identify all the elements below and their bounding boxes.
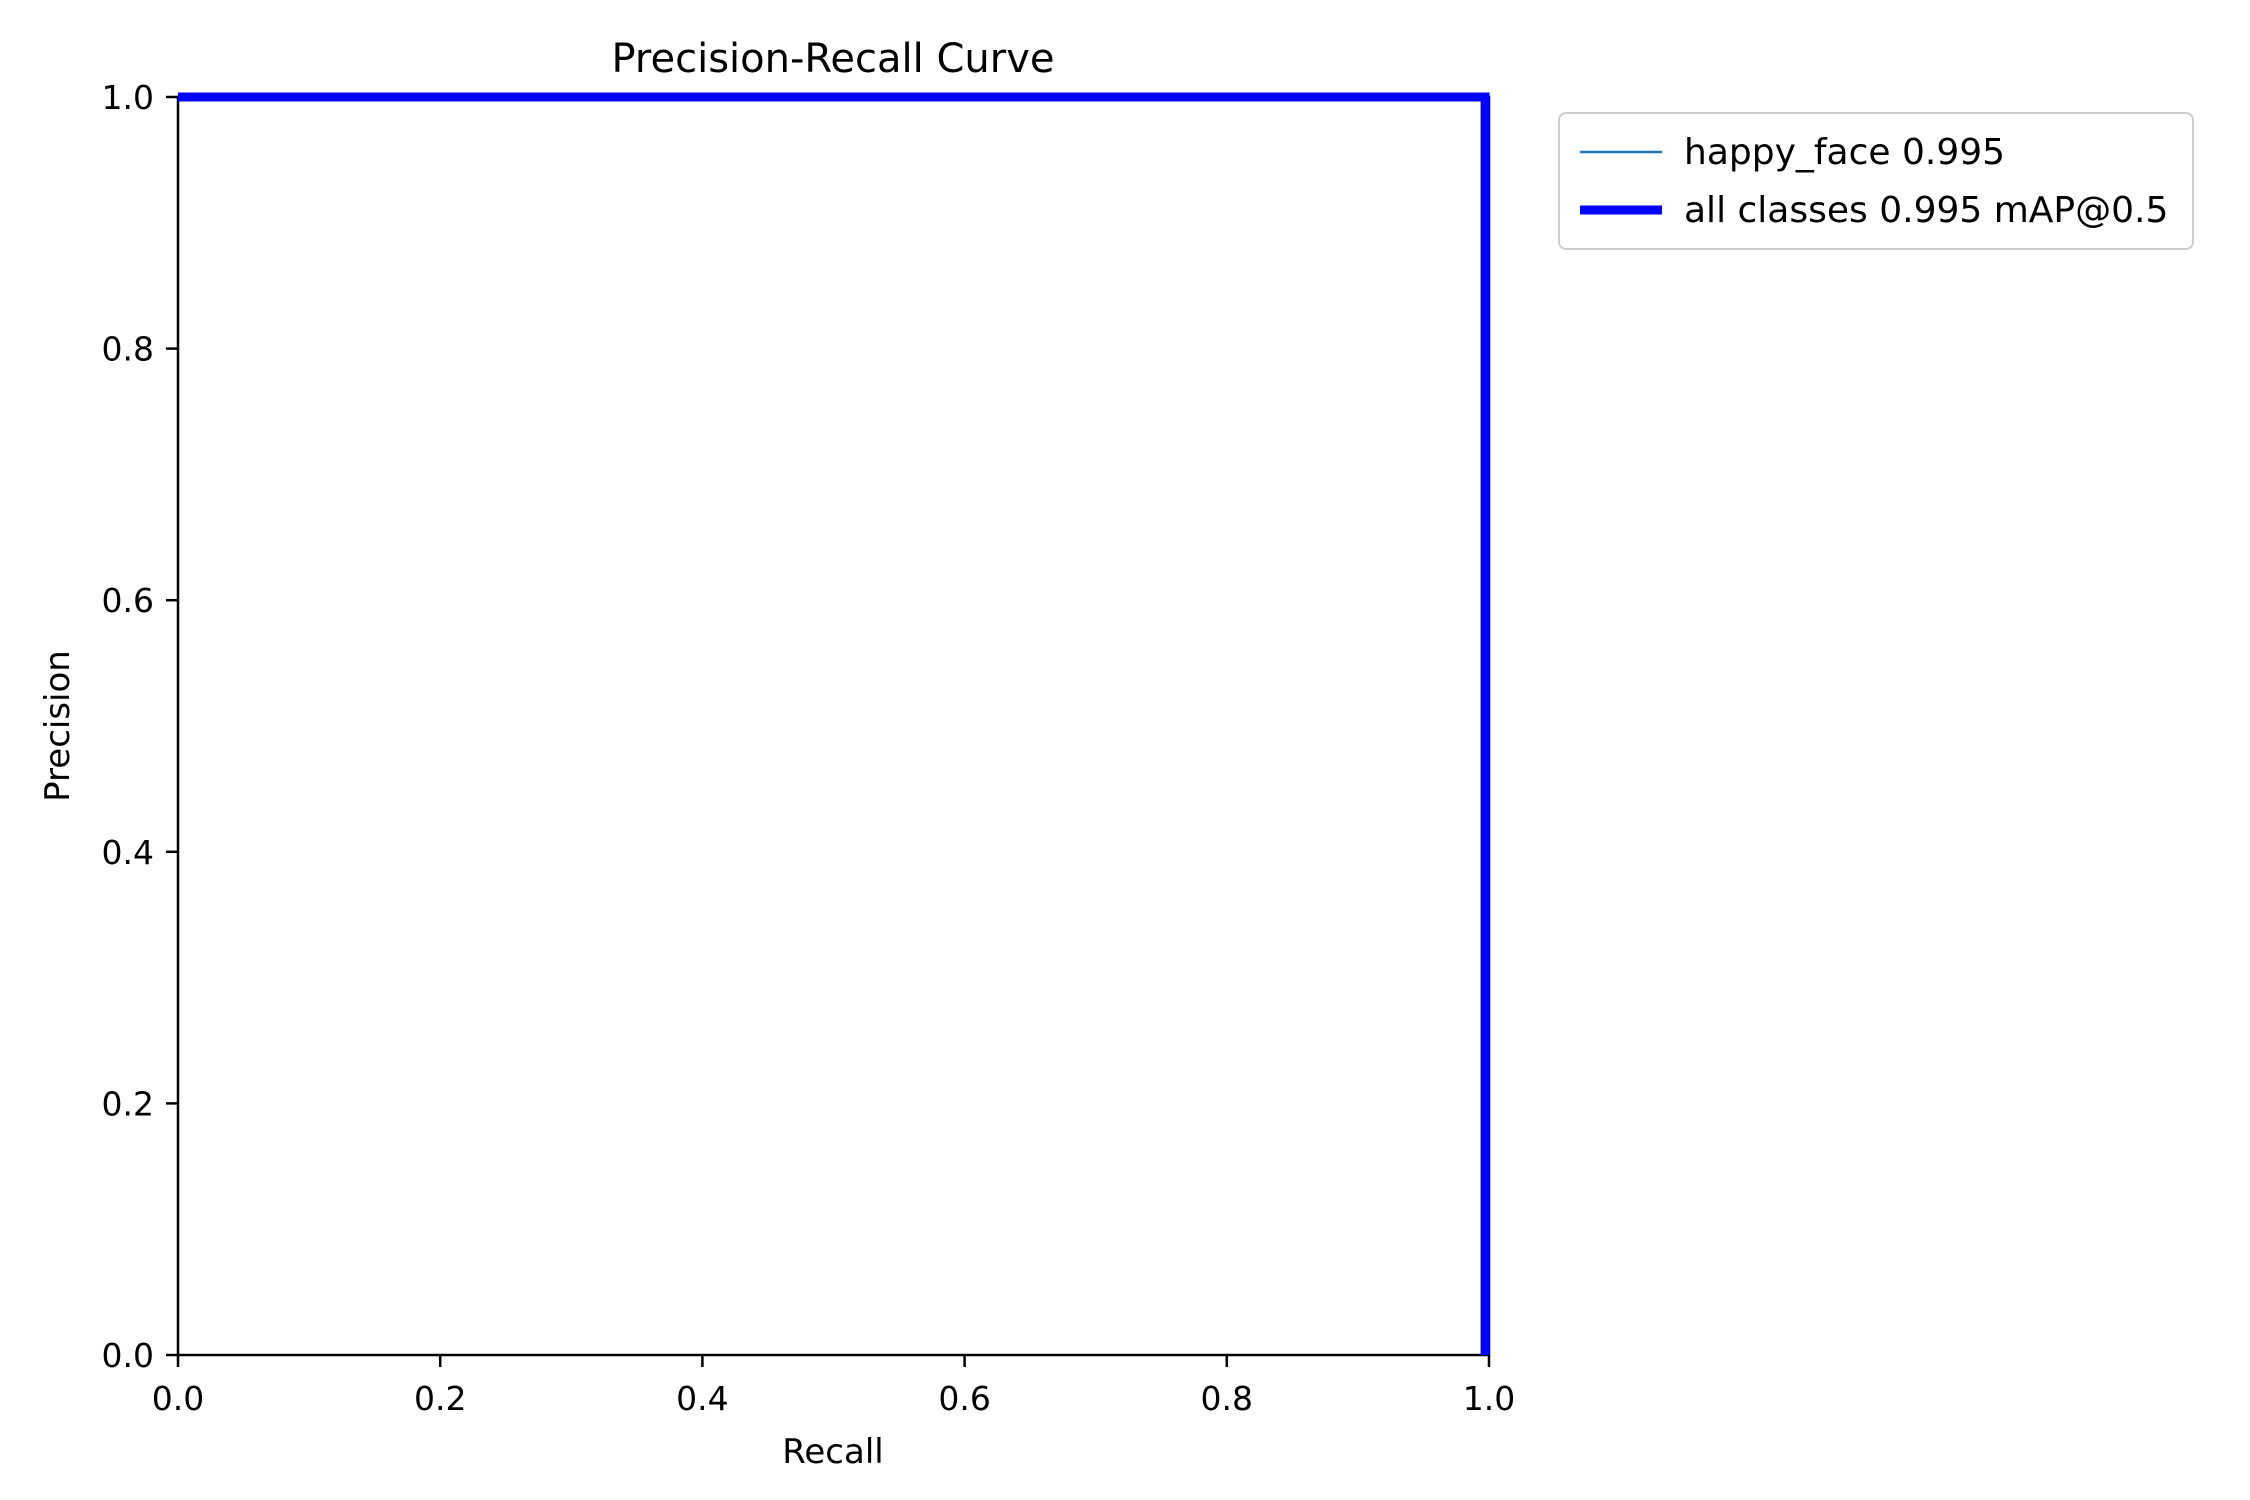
y-axis-label: Precision: [38, 650, 78, 802]
legend-entry: happy_face 0.995: [1576, 128, 2168, 176]
legend-entry: all classes 0.995 mAP@0.5: [1576, 186, 2168, 234]
legend-line-swatch: [1580, 205, 1662, 215]
y-tick-label: 0.4: [102, 833, 154, 872]
chart-title: Precision-Recall Curve: [611, 36, 1055, 82]
y-tick-label: 0.0: [102, 1336, 154, 1375]
x-tick-label: 0.8: [1201, 1379, 1253, 1418]
legend-entry-label: happy_face 0.995: [1684, 131, 2006, 173]
x-tick-label: 0.2: [414, 1379, 466, 1418]
legend-entry-label: all classes 0.995 mAP@0.5: [1684, 189, 2169, 231]
series-line-1: [178, 92, 1490, 1355]
plot-box: [176, 95, 1491, 1357]
x-tick-label: 0.6: [938, 1379, 990, 1418]
x-axis-label: Recall: [782, 1432, 884, 1472]
series-line-0: [178, 95, 1487, 1355]
y-tick-label: 0.8: [102, 330, 154, 369]
x-tick-label: 1.0: [1463, 1379, 1515, 1418]
x-tick-label: 0.4: [676, 1379, 728, 1418]
y-tick-label: 0.6: [102, 581, 154, 620]
y-tick-label: 1.0: [102, 78, 154, 117]
legend: happy_face 0.995 all classes 0.995 mAP@0.…: [1558, 112, 2195, 250]
legend-line-swatch: [1580, 150, 1662, 154]
y-tick-label: 0.2: [102, 1084, 154, 1123]
x-tick-label: 0.0: [152, 1379, 204, 1418]
